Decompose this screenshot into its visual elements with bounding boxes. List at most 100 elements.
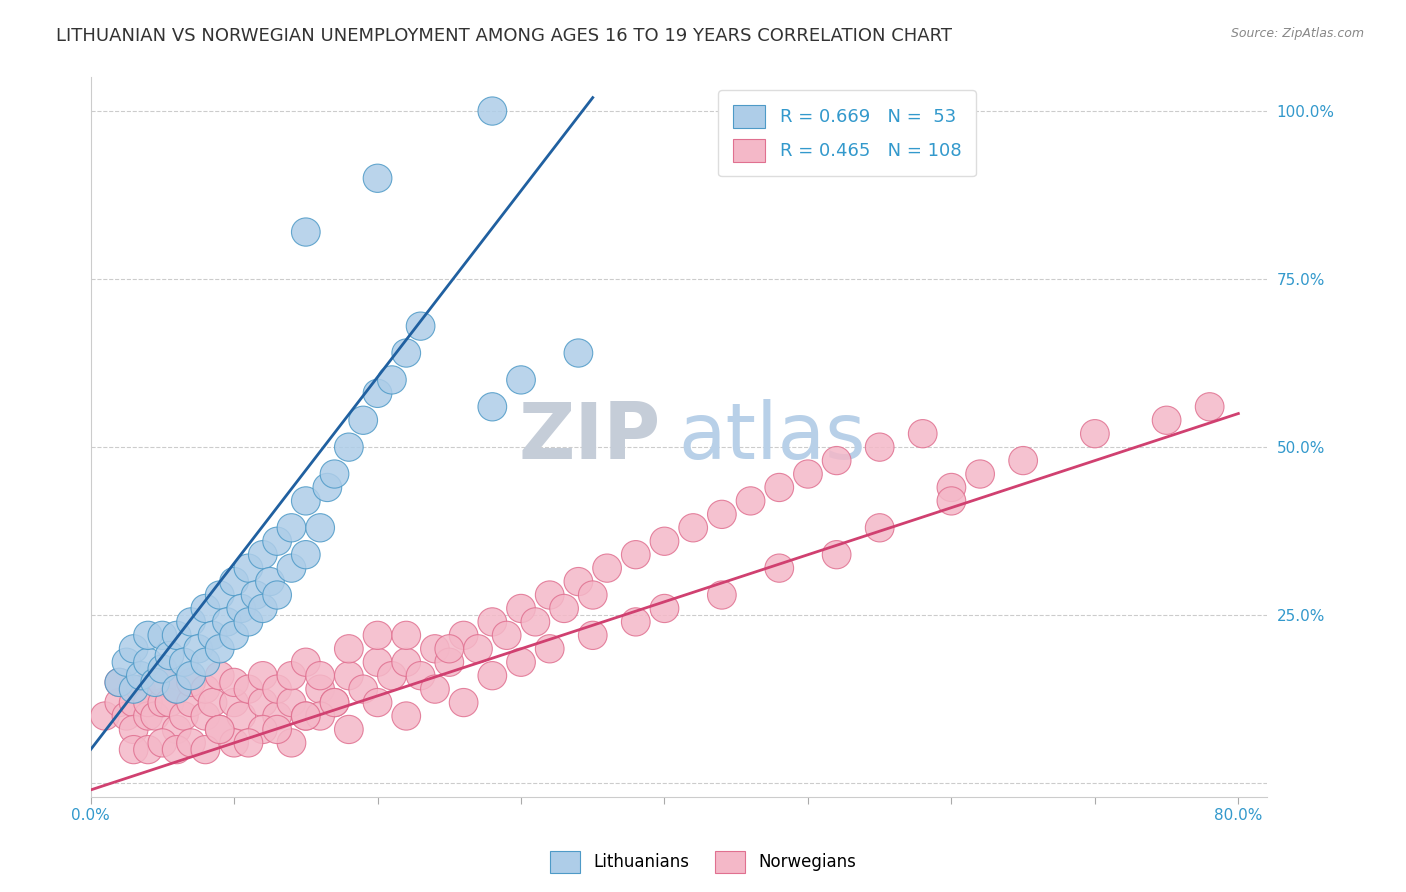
Ellipse shape (291, 702, 321, 731)
Ellipse shape (205, 635, 233, 663)
Ellipse shape (335, 433, 363, 461)
Ellipse shape (184, 635, 212, 663)
Ellipse shape (112, 648, 141, 676)
Ellipse shape (219, 567, 249, 596)
Ellipse shape (191, 648, 219, 676)
Ellipse shape (277, 662, 307, 690)
Ellipse shape (162, 675, 191, 703)
Ellipse shape (127, 662, 155, 690)
Ellipse shape (170, 648, 198, 676)
Ellipse shape (127, 675, 155, 703)
Ellipse shape (249, 541, 277, 569)
Ellipse shape (263, 715, 291, 744)
Ellipse shape (198, 621, 226, 649)
Ellipse shape (277, 514, 307, 542)
Ellipse shape (112, 702, 141, 731)
Ellipse shape (765, 474, 793, 501)
Text: ZIP: ZIP (519, 399, 661, 475)
Ellipse shape (464, 635, 492, 663)
Ellipse shape (420, 635, 450, 663)
Ellipse shape (707, 581, 737, 609)
Ellipse shape (205, 715, 233, 744)
Ellipse shape (226, 594, 256, 623)
Ellipse shape (823, 447, 851, 475)
Ellipse shape (593, 554, 621, 582)
Ellipse shape (277, 729, 307, 757)
Ellipse shape (177, 662, 205, 690)
Ellipse shape (536, 635, 564, 663)
Ellipse shape (233, 554, 263, 582)
Ellipse shape (522, 607, 550, 636)
Ellipse shape (434, 635, 464, 663)
Ellipse shape (707, 500, 737, 528)
Ellipse shape (506, 648, 536, 676)
Ellipse shape (536, 581, 564, 609)
Legend: Lithuanians, Norwegians: Lithuanians, Norwegians (544, 845, 862, 880)
Ellipse shape (679, 514, 707, 542)
Ellipse shape (277, 689, 307, 716)
Ellipse shape (233, 607, 263, 636)
Ellipse shape (162, 621, 191, 649)
Ellipse shape (291, 487, 321, 515)
Ellipse shape (335, 715, 363, 744)
Ellipse shape (249, 715, 277, 744)
Ellipse shape (823, 541, 851, 569)
Ellipse shape (177, 668, 205, 697)
Ellipse shape (378, 366, 406, 394)
Ellipse shape (434, 648, 464, 676)
Ellipse shape (392, 648, 420, 676)
Ellipse shape (307, 675, 335, 703)
Ellipse shape (564, 339, 593, 368)
Ellipse shape (363, 621, 392, 649)
Legend: R = 0.669   N =  53, R = 0.465   N = 108: R = 0.669 N = 53, R = 0.465 N = 108 (718, 90, 976, 177)
Ellipse shape (737, 487, 765, 515)
Ellipse shape (506, 594, 536, 623)
Ellipse shape (335, 635, 363, 663)
Ellipse shape (564, 567, 593, 596)
Ellipse shape (191, 594, 219, 623)
Ellipse shape (120, 675, 148, 703)
Ellipse shape (621, 607, 650, 636)
Ellipse shape (134, 648, 162, 676)
Ellipse shape (177, 607, 205, 636)
Ellipse shape (120, 635, 148, 663)
Ellipse shape (249, 689, 277, 716)
Ellipse shape (578, 621, 607, 649)
Ellipse shape (134, 621, 162, 649)
Ellipse shape (478, 97, 506, 125)
Ellipse shape (392, 339, 420, 368)
Ellipse shape (148, 621, 177, 649)
Ellipse shape (291, 218, 321, 246)
Ellipse shape (966, 460, 994, 488)
Ellipse shape (148, 655, 177, 683)
Ellipse shape (198, 689, 226, 716)
Ellipse shape (506, 366, 536, 394)
Ellipse shape (349, 406, 378, 434)
Ellipse shape (865, 514, 894, 542)
Ellipse shape (233, 729, 263, 757)
Ellipse shape (162, 736, 191, 764)
Ellipse shape (263, 581, 291, 609)
Ellipse shape (321, 689, 349, 716)
Ellipse shape (450, 689, 478, 716)
Ellipse shape (908, 419, 936, 448)
Ellipse shape (249, 594, 277, 623)
Ellipse shape (120, 689, 148, 716)
Ellipse shape (378, 662, 406, 690)
Ellipse shape (219, 621, 249, 649)
Ellipse shape (307, 514, 335, 542)
Ellipse shape (205, 715, 233, 744)
Ellipse shape (349, 675, 378, 703)
Ellipse shape (314, 474, 342, 501)
Ellipse shape (478, 392, 506, 421)
Ellipse shape (291, 648, 321, 676)
Ellipse shape (936, 474, 966, 501)
Ellipse shape (205, 581, 233, 609)
Text: LITHUANIAN VS NORWEGIAN UNEMPLOYMENT AMONG AGES 16 TO 19 YEARS CORRELATION CHART: LITHUANIAN VS NORWEGIAN UNEMPLOYMENT AMO… (56, 27, 952, 45)
Ellipse shape (105, 689, 134, 716)
Ellipse shape (321, 689, 349, 716)
Ellipse shape (478, 662, 506, 690)
Ellipse shape (141, 702, 170, 731)
Ellipse shape (212, 607, 242, 636)
Ellipse shape (1008, 447, 1038, 475)
